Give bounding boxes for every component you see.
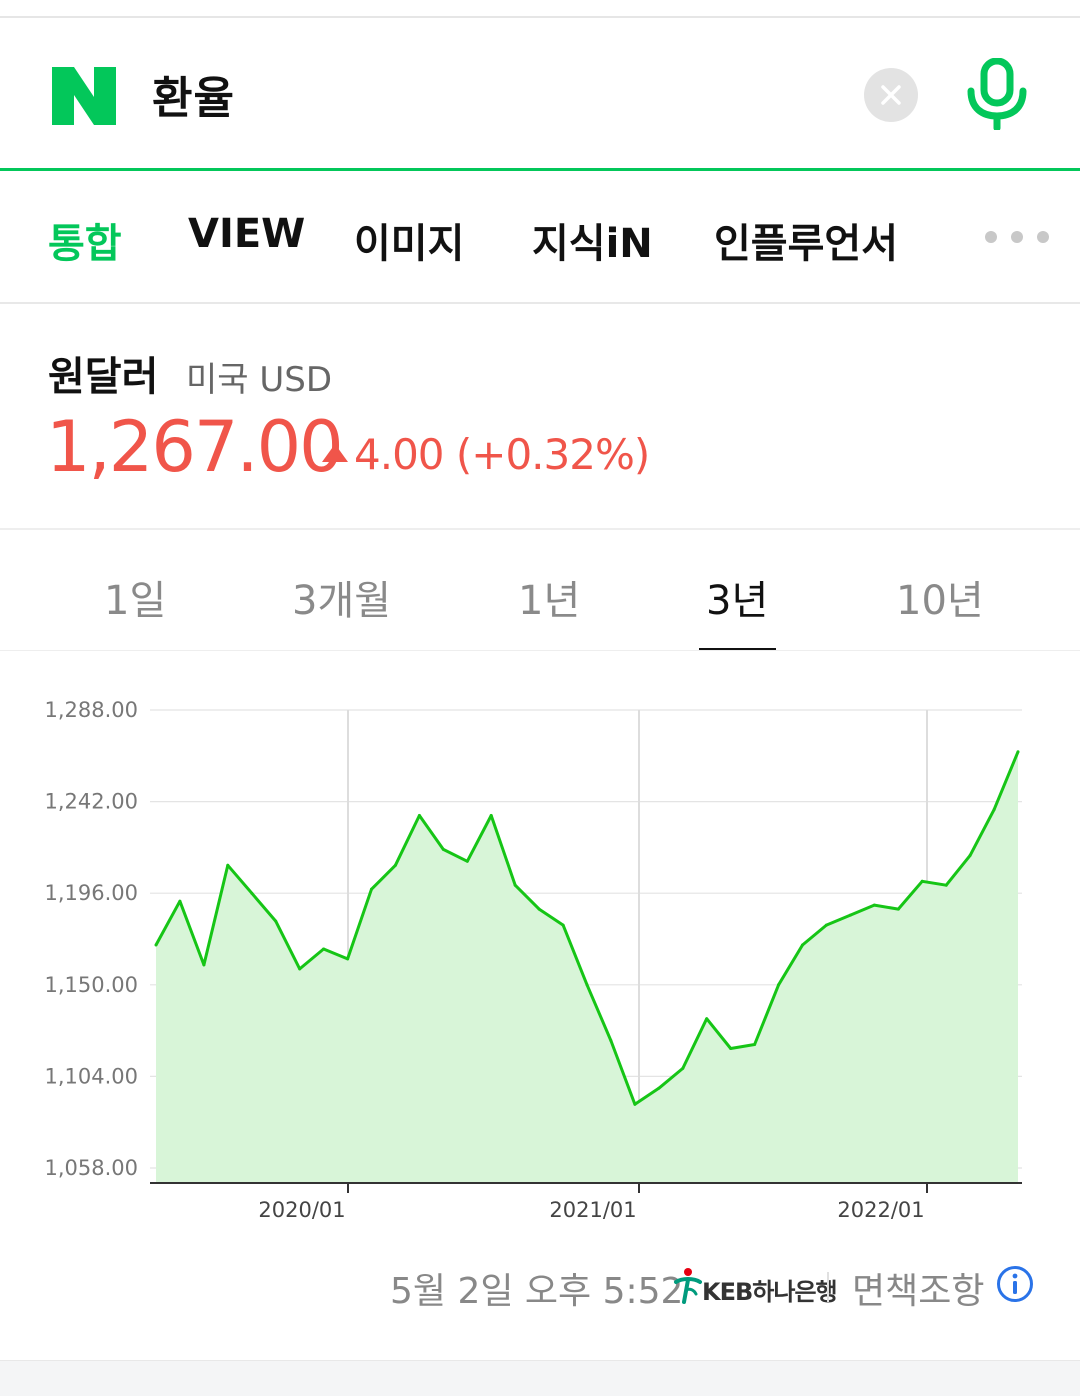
hana-mark-icon [674,1268,702,1304]
data-point [178,899,182,903]
search-underline [0,168,1080,171]
data-point [681,1066,685,1070]
x-tick-label: 2021/01 [549,1198,636,1222]
data-point [801,943,804,947]
data-point [585,983,589,987]
search-tabs: 통합 VIEW 이미지 지식iN 인플루언서 [0,171,1080,303]
data-point [777,983,781,987]
triangle-up-icon [322,444,348,462]
data-point [561,923,565,927]
period-tab-1y[interactable]: 1년 [518,578,581,624]
data-point [968,853,972,857]
data-point [633,1102,637,1106]
y-tick-label: 1,058.00 [44,1156,138,1180]
data-point [417,814,421,817]
x-tick-label: 2020/01 [258,1198,345,1222]
data-point [441,847,445,851]
data-point [226,863,230,867]
bank-name: KEB하나은행 [702,1278,838,1306]
period-tab-10y[interactable]: 10년 [896,578,984,624]
update-timestamp: 5월 2일 오후 5:52 [390,1271,684,1312]
data-point [992,808,996,812]
data-point [729,1047,733,1050]
data-point [465,859,469,863]
data-point [944,883,948,887]
tab-images[interactable]: 이미지 [354,221,465,267]
data-point [657,1086,661,1090]
disclaimer-link[interactable]: 면책조항 [852,1271,985,1312]
data-point [513,883,517,887]
exchange-rate-chart[interactable]: 1,288.00 1,242.00 1,196.00 1,150.00 1,104.00… [0,680,1080,1240]
data-point [346,957,350,961]
data-point [1016,750,1020,754]
period-tab-3m[interactable]: 3개월 [292,578,392,624]
top-divider [0,16,1080,18]
naver-logo[interactable] [52,67,116,125]
more-dots-icon[interactable] [984,229,1054,245]
data-point [298,967,302,971]
data-point [154,943,158,947]
rate-value: 1,267.00 [46,406,344,488]
clear-search-button[interactable] [864,68,918,122]
tab-integrated[interactable]: 통합 [48,221,122,267]
series-area [156,751,1018,1183]
bottom-band [0,1360,1080,1396]
data-point [322,947,326,951]
rate-divider [0,528,1080,530]
x-tick-label: 2022/01 [837,1198,924,1222]
data-point [250,891,254,895]
tab-view[interactable]: VIEW [188,211,306,257]
data-point [872,903,876,907]
data-point [848,913,852,917]
footer-separator [827,1272,829,1302]
y-tick-label: 1,242.00 [44,790,138,814]
tab-influencer[interactable]: 인플루언서 [714,221,898,267]
search-query[interactable]: 환율 [152,73,235,124]
y-tick-label: 1,104.00 [44,1064,138,1088]
data-point [705,1017,709,1021]
tabs-divider [0,302,1080,304]
data-point [489,814,493,817]
y-tick-label: 1,196.00 [44,881,138,905]
close-icon [881,85,901,105]
tab-knowledge-in[interactable]: 지식iN [532,221,653,267]
y-tick-label: 1,150.00 [44,973,138,997]
data-point [753,1043,757,1046]
data-point [896,907,900,911]
data-point [537,907,541,911]
data-point [274,919,278,923]
rate-change: 4.00 (+0.32%) [354,430,650,479]
period-tab-1d[interactable]: 1일 [104,578,167,624]
rate-title: 원달러 [48,354,159,400]
data-point [202,963,206,967]
data-point [824,923,828,927]
period-active-underline [699,648,776,651]
period-divider [0,650,1080,651]
data-point [393,863,397,867]
data-point [920,879,924,883]
y-tick-label: 1,288.00 [44,698,138,722]
info-icon[interactable] [996,1265,1034,1303]
rate-subtitle: 미국 USD [186,360,333,400]
microphone-icon[interactable] [962,58,1032,130]
data-point [370,887,373,891]
period-tab-3y[interactable]: 3년 [706,578,769,624]
data-point [609,1039,613,1043]
